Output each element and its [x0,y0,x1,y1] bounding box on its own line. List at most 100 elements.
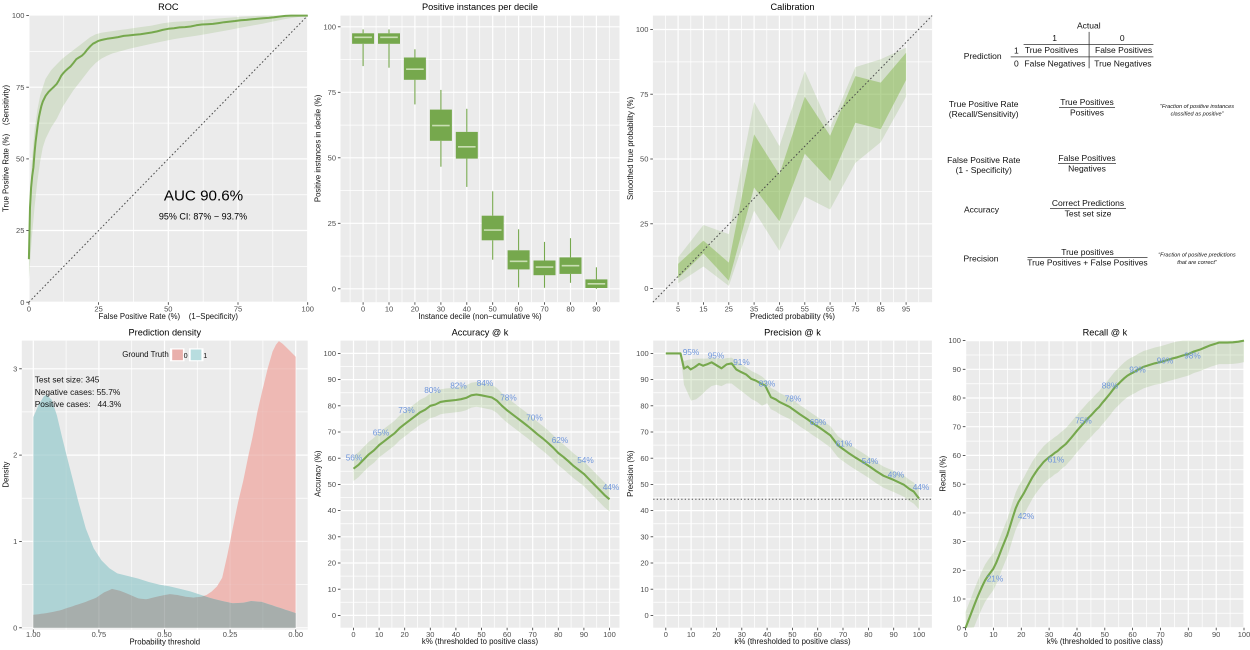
svg-text:80: 80 [864,630,872,639]
svg-text:50: 50 [1101,630,1109,639]
svg-text:70: 70 [640,428,648,437]
svg-text:100: 100 [1238,630,1250,639]
svg-text:Density: Density [2,461,11,487]
svg-text:0: 0 [184,351,188,360]
svg-text:0: 0 [351,630,355,639]
svg-text:Test set size: Test set size [1065,209,1112,219]
svg-text:90: 90 [890,630,898,639]
svg-text:0: 0 [27,305,31,314]
svg-text:Probability threshold: Probability threshold [129,638,200,647]
svg-text:True positives: True positives [1061,247,1114,257]
svg-text:False Positive Rate (%) (1−: False Positive Rate (%) (1−Specificity) [99,312,239,321]
svg-text:70: 70 [839,630,847,639]
svg-text:60: 60 [328,454,336,463]
svg-text:40: 40 [463,305,471,314]
svg-text:10: 10 [640,585,648,594]
svg-text:Calibration: Calibration [771,2,815,12]
svg-text:0.75: 0.75 [92,630,107,639]
svg-text:1: 1 [13,537,17,546]
svg-text:25: 25 [725,305,733,314]
svg-text:30: 30 [738,630,746,639]
svg-text:Test set size: 345: Test set size: 345 [35,374,100,384]
svg-text:60: 60 [1128,630,1136,639]
svg-text:95%: 95% [708,351,725,361]
svg-text:75: 75 [851,305,859,314]
svg-text:80%: 80% [424,385,441,395]
svg-text:30: 30 [640,532,648,541]
svg-text:0: 0 [20,298,24,307]
svg-text:Prediction density: Prediction density [129,327,202,337]
svg-text:100: 100 [636,25,649,34]
svg-text:50: 50 [328,153,336,162]
svg-text:5: 5 [676,305,680,314]
svg-text:classified as positive”: classified as positive” [1171,112,1225,118]
svg-text:Positive instances in decile (: Positive instances in decile (%) [314,94,323,202]
svg-text:80: 80 [953,394,961,403]
svg-text:54%: 54% [862,456,879,466]
svg-text:100: 100 [948,336,961,345]
svg-text:k% (thresholded to positive cl: k% (thresholded to positive class) [734,637,851,646]
svg-text:60: 60 [640,454,648,463]
svg-text:0: 0 [1120,33,1125,43]
svg-text:50: 50 [640,155,648,164]
svg-text:(Recall/Sensitivity): (Recall/Sensitivity) [949,109,1019,119]
svg-text:Accuracy @ k: Accuracy @ k [452,327,509,337]
svg-text:k% (thresholded to positive cl: k% (thresholded to positive class) [1047,637,1164,646]
svg-text:30: 30 [1045,630,1053,639]
svg-text:Positive instances per decile: Positive instances per decile [422,2,538,12]
svg-text:78%: 78% [500,393,517,403]
svg-text:Accuracy (%): Accuracy (%) [314,450,323,497]
svg-text:75: 75 [234,305,242,314]
svg-text:Instance decile (non−cumulativ: Instance decile (non−cumulative %) [418,312,542,321]
svg-text:0: 0 [964,630,968,639]
svg-text:90: 90 [328,375,336,384]
svg-text:50: 50 [489,305,497,314]
svg-text:80: 80 [566,305,574,314]
svg-text:70: 70 [953,422,961,431]
svg-text:80: 80 [1184,630,1192,639]
svg-text:Positive cases: 44.3%: Positive cases: 44.3% [35,399,122,409]
svg-text:1: 1 [1014,45,1019,55]
svg-text:Precision @ k: Precision @ k [764,327,821,337]
svg-text:30: 30 [426,630,434,639]
svg-text:2: 2 [13,451,17,460]
svg-text:50: 50 [953,480,961,489]
svg-text:90: 90 [1212,630,1220,639]
svg-text:100: 100 [301,305,314,314]
svg-text:1.00: 1.00 [26,630,41,639]
svg-text:75: 75 [328,88,336,97]
svg-text:50: 50 [164,305,172,314]
svg-text:0: 0 [957,623,961,632]
svg-text:56%: 56% [346,453,363,463]
svg-text:0: 0 [644,284,648,293]
svg-text:False Positives: False Positives [1095,45,1152,55]
svg-text:0: 0 [664,630,668,639]
svg-text:40: 40 [640,506,648,515]
svg-text:True Positives + False Positiv: True Positives + False Positives [1027,258,1147,268]
svg-text:10: 10 [953,595,961,604]
svg-text:0: 0 [332,284,336,293]
svg-text:25: 25 [328,219,336,228]
svg-text:Correct Predictions: Correct Predictions [1052,198,1124,208]
svg-text:Ground Truth: Ground Truth [122,350,169,359]
svg-text:Actual: Actual [1077,21,1101,31]
svg-text:100: 100 [603,630,616,639]
svg-text:“Fraction of positive instance: “Fraction of positive instances [1160,104,1234,110]
svg-text:88%: 88% [1102,381,1119,391]
svg-text:54%: 54% [577,455,594,465]
svg-text:Positives: Positives [1070,108,1104,118]
svg-text:False Negatives: False Negatives [1024,59,1085,69]
svg-text:85: 85 [877,305,885,314]
svg-text:90: 90 [640,375,648,384]
svg-text:Precision: Precision [964,254,999,264]
svg-text:25: 25 [16,226,24,235]
svg-text:100: 100 [913,630,926,639]
svg-text:10: 10 [375,630,383,639]
svg-text:10: 10 [385,305,393,314]
svg-text:ROC: ROC [158,2,179,12]
svg-text:100: 100 [323,349,336,358]
svg-text:True Positives: True Positives [1060,97,1114,107]
svg-text:95%: 95% [683,347,700,357]
svg-text:10: 10 [687,630,695,639]
svg-text:3: 3 [13,364,17,373]
